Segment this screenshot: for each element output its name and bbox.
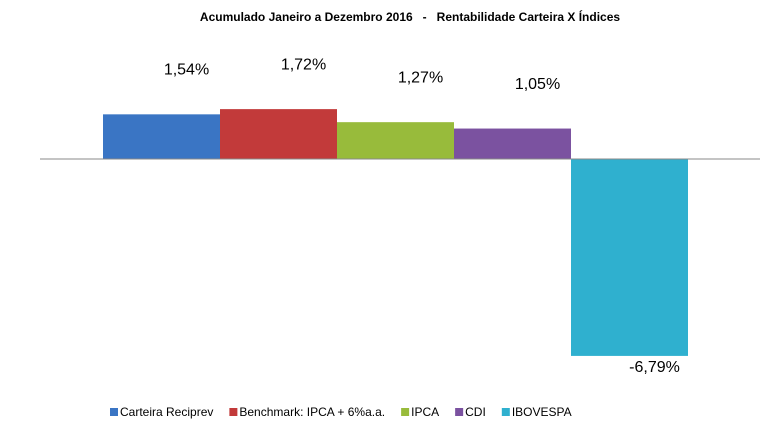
legend-swatch [229,408,238,416]
legend-swatch [110,408,118,416]
value-label: 1,27% [398,69,443,86]
legend-swatch [501,408,510,416]
legend-label: Benchmark: IPCA + 6%a.a. [239,405,385,419]
legend-label: IPCA [411,405,439,419]
bar [571,159,688,356]
chart-title: Acumulado Janeiro a Dezembro 2016 - Rent… [200,9,620,24]
value-label: 1,54% [164,62,209,79]
value-label: 1,72% [281,56,326,73]
bar [103,114,220,159]
legend-label: Carteira Reciprev [120,405,213,419]
legend-label: IBOVESPA [512,405,572,419]
legend-swatch [455,408,464,416]
value-label: 1,05% [515,76,560,93]
bar [454,128,571,159]
bar [337,122,454,159]
legend-swatch [401,408,410,416]
legend-label: CDI [465,405,486,419]
value-label: -6,79% [629,359,680,376]
bar [220,109,337,159]
